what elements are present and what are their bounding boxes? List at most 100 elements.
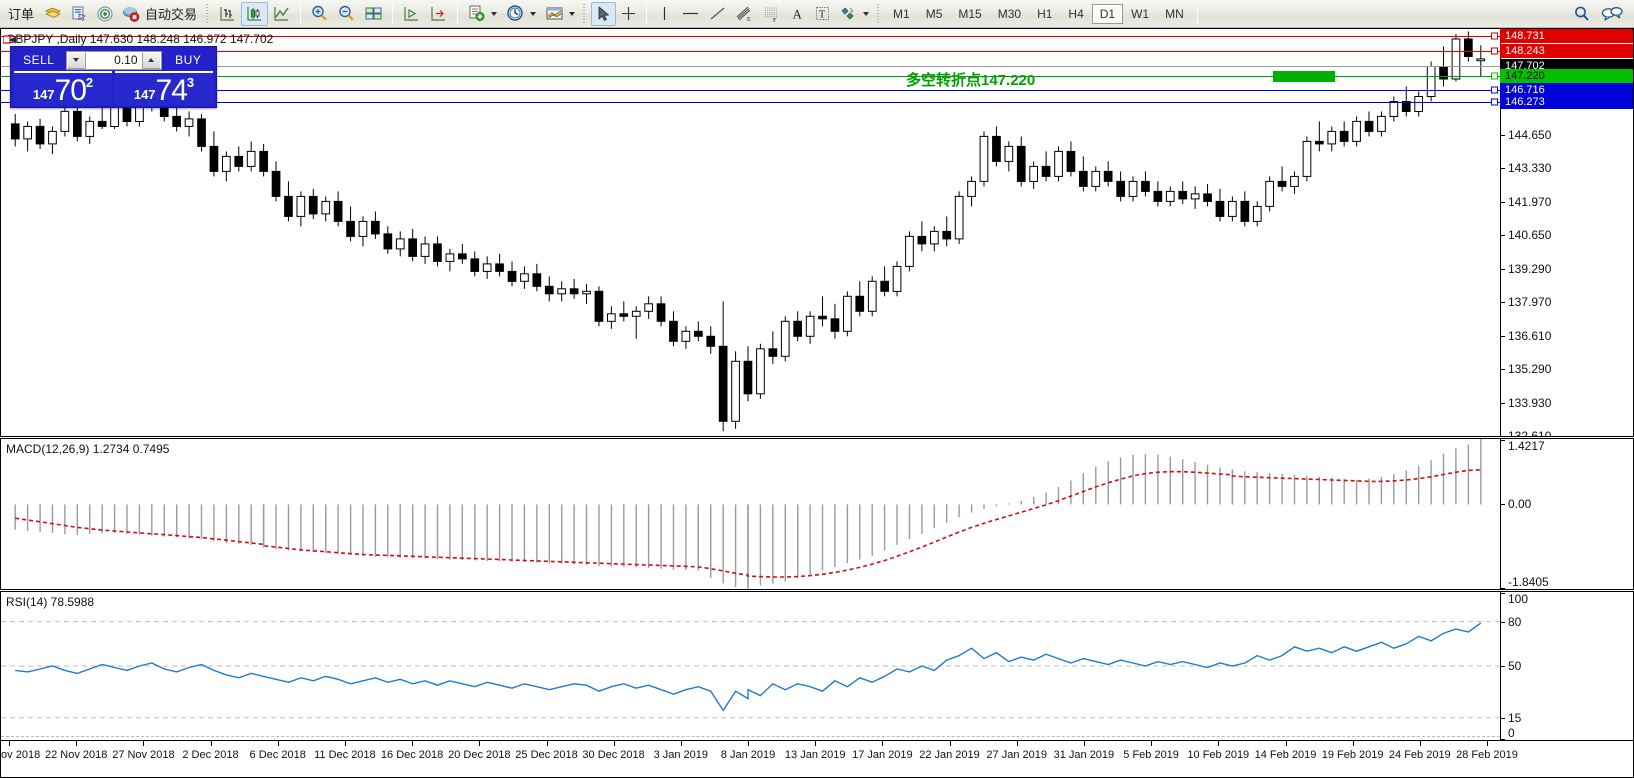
templates-button[interactable] (541, 2, 580, 26)
pivot-line[interactable] (1, 76, 1500, 77)
date-tick-label: 18 Nov 2018 (0, 749, 41, 761)
volume-increase-button[interactable] (141, 51, 161, 69)
timeframe-mn[interactable]: MN (1165, 6, 1184, 21)
trendline-tool[interactable] (704, 2, 731, 26)
zoom-in-button[interactable] (306, 2, 333, 26)
date-tick-label: 2 Dec 2018 (182, 749, 239, 761)
vertical-line-tool[interactable] (652, 2, 677, 26)
horizontal-line-tool[interactable] (677, 2, 704, 26)
chart-symbol-marker (2, 32, 17, 50)
resistance-line-1[interactable] (1, 36, 1500, 37)
date-tickmark (748, 741, 749, 746)
volume-value[interactable]: 0.10 (85, 51, 142, 69)
resistance-line-1-tag[interactable]: 148.731 (1500, 29, 1633, 43)
macd-pane[interactable]: MACD(12,26,9) 1.2734 0.7495 1.4217 0.00 -1… (0, 438, 1634, 590)
support-line-2[interactable] (1, 102, 1500, 103)
new-order-button[interactable]: 订单 (2, 2, 40, 26)
line-chart-button[interactable] (268, 2, 295, 26)
text-label-tool[interactable]: T (810, 2, 835, 26)
timeframe-m1[interactable]: M1 (893, 6, 910, 21)
pivot-annotation: 多空转折点147.220 (906, 72, 1036, 89)
timeframe-w1[interactable]: W1 (1131, 6, 1150, 21)
date-tickmark (9, 741, 10, 746)
support-line-1-tag[interactable]: 146.716 (1500, 83, 1633, 97)
timeframe-d1[interactable]: D1 (1091, 3, 1124, 24)
rsi-tick-label: 50 (1508, 659, 1522, 673)
clock-icon (506, 4, 525, 23)
bar-chart-icon (218, 4, 237, 23)
buy-price-button[interactable]: 147 74 3 (115, 71, 213, 106)
macd-plot-area[interactable] (1, 439, 1500, 589)
rsi-plot-area[interactable] (1, 592, 1500, 740)
buy-label[interactable]: BUY (175, 53, 202, 67)
templates-dropdown-arrow[interactable] (567, 4, 576, 24)
cursor-tool[interactable] (591, 1, 617, 26)
price-pane[interactable]: 多空转折点147.220 GBPJPY ,Daily 147.630 148.2… (0, 28, 1634, 437)
sell-label[interactable]: SELL (23, 53, 55, 67)
timeframe-m30[interactable]: M30 (997, 6, 1022, 21)
shapes-tool[interactable] (835, 2, 874, 26)
svg-text:A: A (793, 7, 803, 22)
bar-chart-button[interactable] (214, 2, 241, 26)
date-tickmark (882, 741, 884, 746)
timeframe-m5[interactable]: M5 (925, 6, 943, 21)
autotrading-button[interactable]: 自动交易 (118, 2, 203, 26)
chat-button[interactable] (1596, 2, 1628, 26)
rsi-tickmark (1501, 593, 1505, 594)
periods-button[interactable] (502, 2, 541, 26)
timeframe-m15[interactable]: M15 (958, 6, 982, 21)
date-tickmark (1218, 741, 1220, 746)
support-line-1-handle[interactable] (1491, 86, 1498, 94)
toolbar-grip-3[interactable] (876, 3, 882, 24)
shapes-dropdown-arrow[interactable] (861, 4, 870, 24)
search-button[interactable] (1568, 2, 1596, 26)
rsi-tick-label: 80 (1508, 614, 1522, 629)
tile-windows-icon (364, 4, 383, 23)
chart-shift-button[interactable] (425, 2, 452, 26)
equidistant-channel-tool[interactable]: E (731, 2, 758, 26)
resistance-line-1-handle[interactable] (1491, 32, 1498, 40)
date-tickmark (277, 741, 279, 746)
main-toolbar: 订单 (0, 0, 1634, 28)
support-line-1[interactable] (1, 90, 1500, 91)
macd-axis[interactable]: 1.4217 0.00 -1.8405 (1500, 439, 1633, 589)
volume-decrease-button[interactable] (66, 51, 86, 69)
data-window-button[interactable] (40, 2, 66, 26)
tile-windows-button[interactable] (360, 2, 387, 26)
text-tool[interactable]: A (785, 2, 810, 26)
periods-dropdown-arrow[interactable] (528, 4, 537, 24)
one-click-trading-panel[interactable]: SELL 0.10 BUY 147 70 2 147 74 3 (10, 46, 217, 108)
support-line-2-tag[interactable]: 146.273 (1500, 95, 1633, 109)
toolbar-grip[interactable] (205, 3, 211, 24)
indicators-dropdown-arrow[interactable] (489, 4, 498, 24)
toolbar-separator (300, 3, 302, 24)
support-line-2-handle[interactable] (1491, 98, 1498, 106)
date-tick-label: 8 Jan 2019 (720, 749, 776, 761)
navigator-button[interactable] (66, 2, 92, 26)
pivot-line-handle[interactable] (1491, 72, 1498, 80)
rsi-axis[interactable]: 100 80 50 15 0 (1500, 592, 1633, 740)
zoom-out-button[interactable] (333, 2, 360, 26)
pivot-line-tag[interactable]: 147.220 (1500, 69, 1633, 83)
signals-button[interactable] (92, 2, 118, 26)
timeframe-h1[interactable]: H1 (1037, 6, 1053, 21)
current-price-line[interactable] (1, 66, 1500, 67)
rsi-pane[interactable]: RSI(14) 78.5988 100 80 50 15 0 (0, 591, 1634, 741)
auto-scroll-button[interactable] (398, 2, 425, 26)
resistance-line-2-handle[interactable] (1491, 47, 1498, 55)
price-plot-area[interactable]: 多空转折点147.220 (1, 29, 1500, 436)
resistance-line-2-tag[interactable]: 148.243 (1500, 44, 1633, 58)
resistance-line-2[interactable] (1, 51, 1500, 52)
indicators-button[interactable] (463, 2, 502, 26)
candlestick-chart-button[interactable] (241, 1, 269, 26)
fibonacci-tool[interactable]: F (758, 2, 785, 26)
timeframe-h4[interactable]: H4 (1068, 6, 1084, 21)
sell-price-button[interactable]: 147 70 2 (14, 71, 112, 106)
price-tickmark (1501, 168, 1505, 170)
volume-stepper[interactable]: 0.10 (65, 50, 162, 70)
crosshair-tool[interactable] (616, 2, 641, 26)
price-tick-label: 136.610 (1508, 329, 1552, 344)
price-tickmark (1501, 235, 1505, 237)
toolbar-grip-2[interactable] (582, 3, 588, 24)
